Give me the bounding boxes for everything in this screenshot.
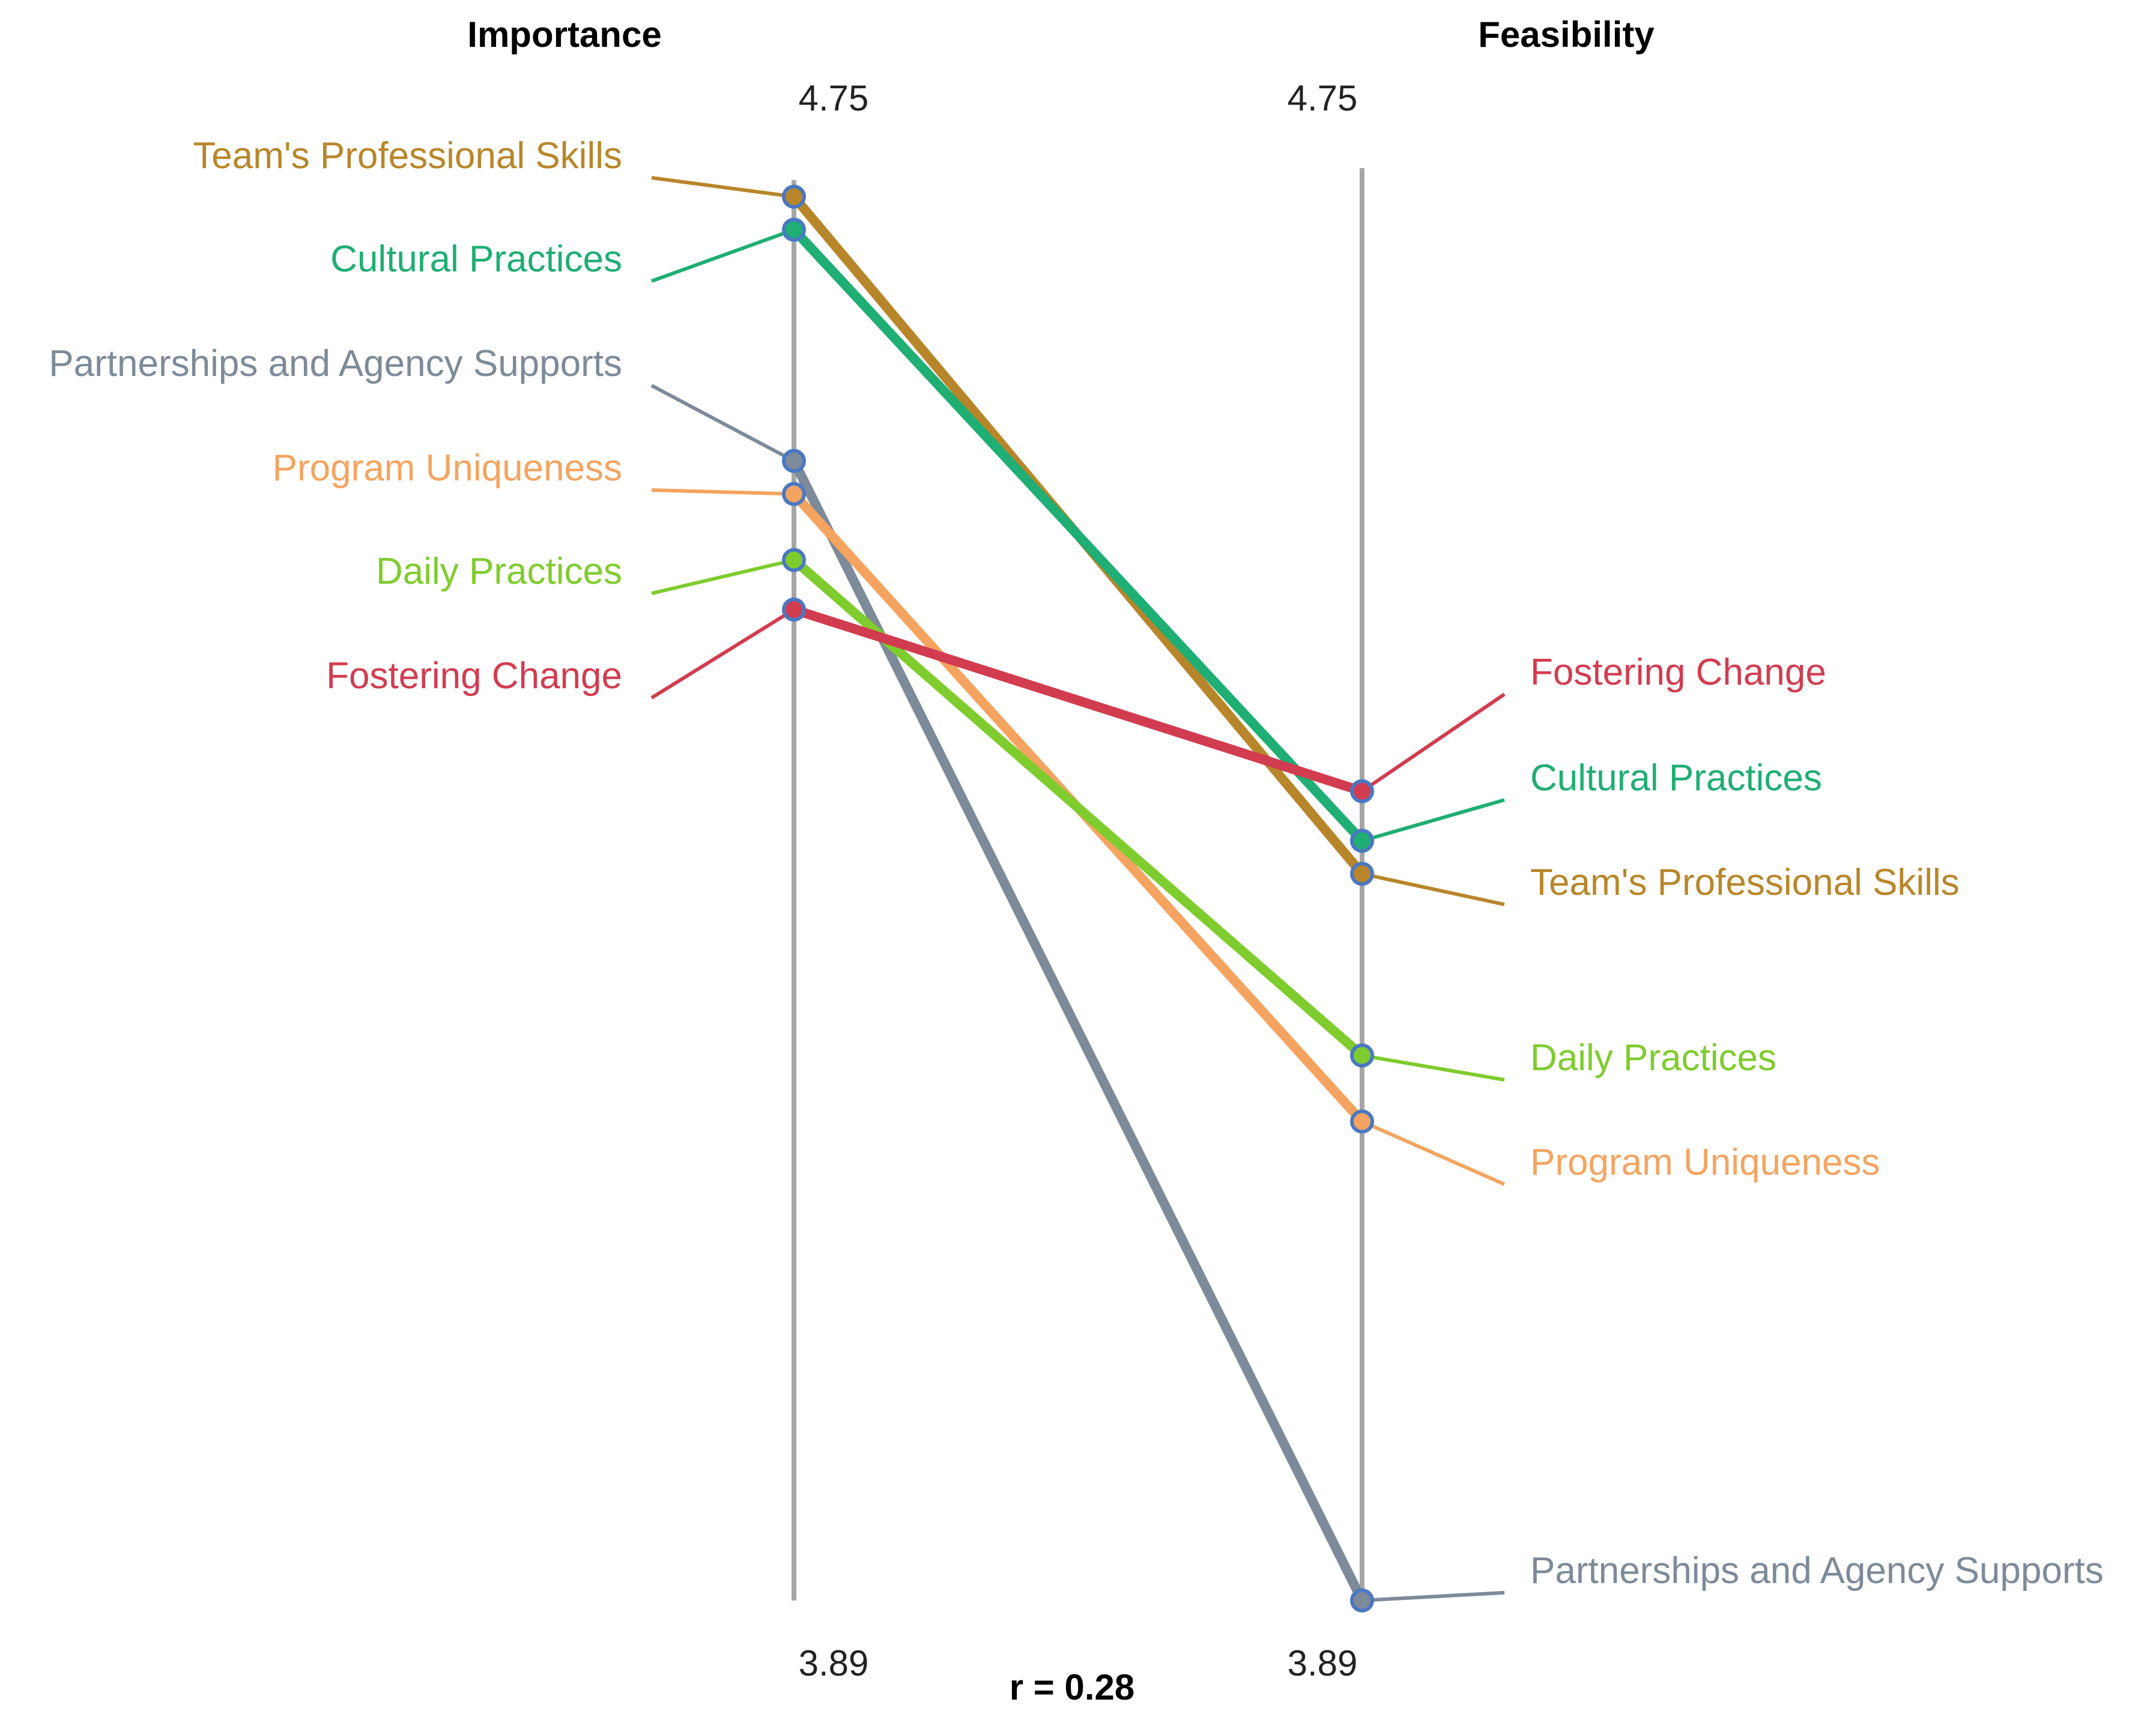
left-category-label: Fostering Change: [326, 655, 622, 697]
importance-point: [782, 548, 806, 572]
feasibility-max-label: 4.75: [1288, 78, 1358, 118]
right-connector: [1361, 1591, 1505, 1602]
feasibility-point: [1350, 779, 1374, 804]
feasibility-point: [1350, 1043, 1374, 1068]
series-fostering-change: Fostering Change Fostering Change: [326, 598, 1826, 804]
importance-min-label: 3.89: [799, 1643, 869, 1683]
right-category-label: Daily Practices: [1530, 1037, 1776, 1079]
importance-point: [782, 449, 806, 473]
importance-point: [782, 217, 806, 242]
slope-line: [789, 456, 1367, 1605]
left-connector: [651, 558, 795, 595]
feasibility-point: [1350, 1588, 1374, 1612]
importance-point: [782, 184, 806, 209]
slope-line: [789, 605, 1367, 796]
feasibility-min-label: 3.89: [1288, 1643, 1358, 1683]
feasibility-point: [1350, 862, 1374, 886]
series-daily-practices: Daily Practices Daily Practices: [376, 548, 1776, 1082]
series-cultural-practices: Cultural Practices Cultural Practices: [330, 217, 1822, 853]
left-connector: [650, 228, 795, 283]
right-category-label: Partnerships and Agency Supports: [1530, 1550, 2104, 1591]
left-category-label: Partnerships and Agency Supports: [49, 343, 622, 384]
left-category-label: Cultural Practices: [330, 238, 622, 280]
series-partnerships-and-agency-supports: Partnerships and Agency Supports Partners…: [49, 343, 2104, 1612]
feasibility-point: [1350, 829, 1374, 853]
left-category-label: Daily Practices: [376, 551, 622, 592]
left-connector: [651, 488, 795, 496]
right-category-label: Team's Professional Skills: [1530, 862, 1960, 903]
axis-title-feasibility: Feasibility: [1478, 14, 1655, 55]
right-connector: [1361, 1119, 1506, 1186]
right-connector: [1361, 692, 1506, 793]
left-connector: [651, 176, 795, 199]
right-connector: [1361, 798, 1505, 843]
right-category-label: Fostering Change: [1530, 652, 1826, 693]
axis-title-importance: Importance: [467, 14, 661, 55]
right-category-label: Program Uniqueness: [1530, 1142, 1880, 1183]
importance-max-label: 4.75: [799, 78, 869, 118]
right-connector: [1361, 1053, 1505, 1082]
left-connector: [650, 608, 795, 700]
importance-point: [782, 482, 806, 506]
importance-point: [782, 598, 806, 622]
left-category-label: Program Uniqueness: [273, 447, 622, 489]
left-connector: [650, 384, 795, 463]
series-layer: Team's Professional Skills Team's Profess…: [49, 135, 2104, 1612]
slope-line: [789, 225, 1367, 846]
feasibility-point: [1350, 1109, 1374, 1134]
left-category-label: Team's Professional Skills: [193, 135, 622, 177]
right-category-label: Cultural Practices: [1530, 757, 1822, 799]
correlation-label: r = 0.28: [1010, 1667, 1135, 1707]
right-connector: [1361, 872, 1505, 906]
